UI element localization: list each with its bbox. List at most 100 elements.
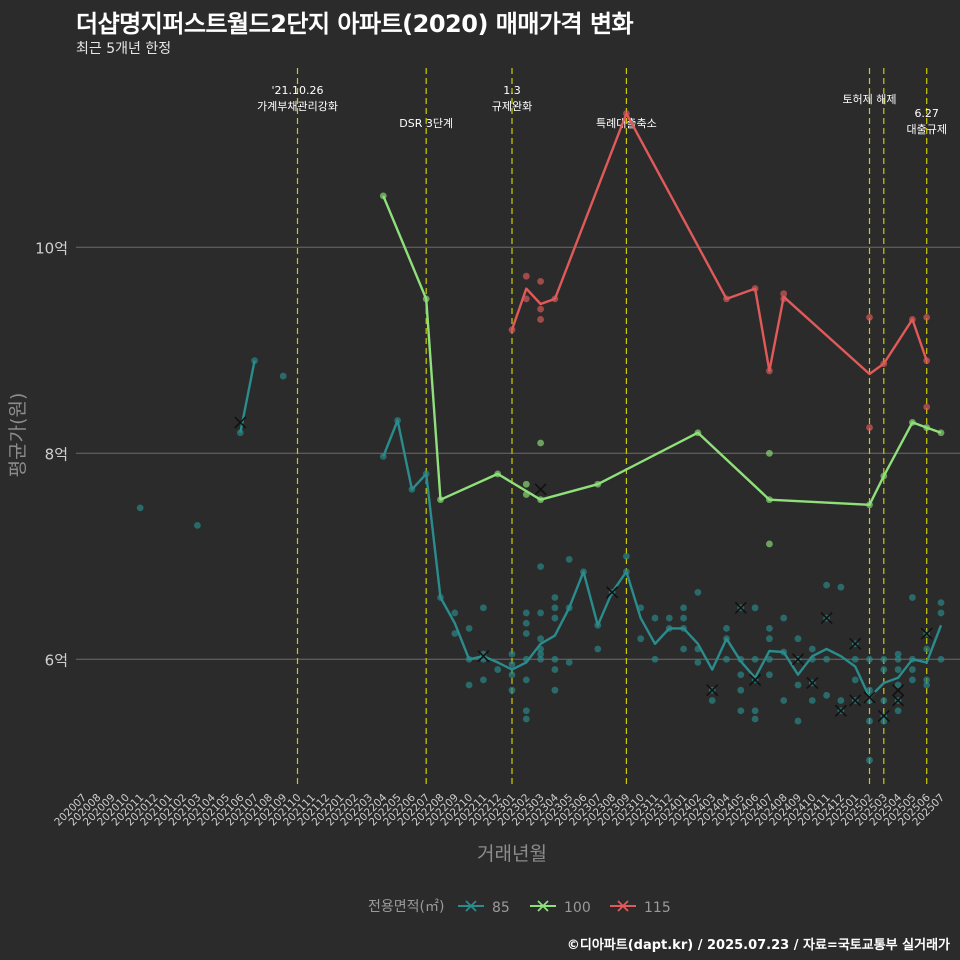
- cross-marker: [834, 704, 847, 717]
- data-point: [837, 583, 845, 591]
- y-tick-label: 6억: [45, 651, 68, 669]
- data-point: [537, 563, 544, 570]
- data-point: [551, 655, 559, 663]
- data-point: [665, 614, 673, 622]
- cross-marker: [877, 709, 890, 722]
- legend-item-115: 115: [610, 900, 671, 916]
- legend-label: 85: [492, 900, 510, 916]
- x-axis-title: 거래년월: [477, 843, 547, 865]
- series-line: [239, 360, 256, 433]
- cross-marker: [234, 416, 247, 429]
- event-label: 토허제 해제: [842, 92, 896, 106]
- data-point: [909, 594, 916, 601]
- legend: 전용면적(㎡) 85 100 115: [368, 899, 671, 916]
- data-point: [551, 594, 559, 601]
- data-point: [766, 671, 773, 679]
- data-point: [279, 372, 287, 380]
- cross-marker: [892, 684, 905, 697]
- legend-item-85: 85: [458, 900, 510, 916]
- data-point: [923, 681, 931, 689]
- cross-marker: [806, 676, 819, 690]
- data-point: [923, 645, 931, 653]
- data-point: [508, 686, 516, 694]
- data-point: [494, 666, 502, 673]
- data-point: [794, 717, 802, 725]
- data-point: [136, 504, 144, 512]
- data-point: [894, 650, 902, 658]
- data-point: [766, 624, 773, 632]
- data-point: [194, 522, 201, 529]
- data-point: [866, 313, 873, 321]
- series-85: [136, 357, 945, 764]
- event-label: 대출규제: [906, 123, 946, 136]
- data-point: [565, 555, 573, 563]
- data-point: [737, 686, 745, 694]
- y-tick-label: 10억: [35, 239, 68, 257]
- cross-marker: [849, 637, 862, 650]
- data-point: [909, 676, 916, 684]
- x-tick-labels: 2020072020082020092020102020112020122021…: [52, 791, 947, 828]
- series-115: [508, 110, 931, 431]
- data-point: [680, 614, 687, 622]
- cross-marker: [791, 653, 805, 666]
- data-point: [937, 655, 945, 663]
- data-point: [808, 697, 816, 704]
- data-point: [723, 655, 730, 663]
- data-point: [894, 666, 902, 673]
- cross-marker: [734, 601, 747, 614]
- data-point: [565, 658, 573, 666]
- data-point: [923, 313, 931, 321]
- event-label: 특례대출축소: [596, 117, 657, 130]
- data-point: [751, 655, 759, 663]
- data-point: [880, 666, 888, 673]
- data-point: [880, 655, 888, 663]
- data-point: [766, 635, 773, 643]
- data-point: [708, 697, 716, 704]
- data-point: [894, 681, 902, 689]
- data-point: [937, 599, 945, 607]
- data-point: [737, 707, 745, 715]
- data-point: [522, 272, 530, 280]
- data-point: [522, 295, 530, 303]
- data-point: [465, 681, 473, 689]
- series: [136, 110, 945, 764]
- data-point: [522, 630, 530, 637]
- data-point: [937, 609, 945, 617]
- legend-cross: [537, 900, 549, 912]
- data-point: [694, 588, 702, 596]
- data-point: [537, 635, 544, 643]
- data-point: [808, 645, 816, 653]
- series-line: [382, 419, 943, 699]
- series-line: [510, 112, 928, 376]
- event-label: 6.27: [914, 107, 939, 120]
- data-point: [923, 403, 931, 411]
- data-point: [694, 658, 702, 666]
- y-tick-labels: 6억 8억 10억: [35, 239, 68, 669]
- data-point: [680, 604, 687, 612]
- legend-title: 전용면적(㎡): [368, 899, 444, 915]
- data-point: [551, 686, 559, 694]
- cross-marker: [477, 650, 490, 663]
- data-point: [766, 540, 773, 548]
- cross-marker: [849, 694, 862, 707]
- data-point: [537, 305, 544, 313]
- cross-marker: [863, 691, 876, 704]
- data-point: [866, 717, 873, 725]
- cross-marker: [920, 627, 933, 640]
- cross-marker: [534, 483, 547, 496]
- data-point: [480, 676, 487, 684]
- data-point: [537, 609, 544, 617]
- data-point: [851, 655, 859, 663]
- data-point: [551, 614, 559, 622]
- data-point: [923, 676, 931, 684]
- data-point: [551, 604, 559, 612]
- data-point: [522, 715, 530, 723]
- data-point: [522, 609, 530, 617]
- event-label: '21.10.26: [271, 84, 323, 97]
- y-axis-title: 평균가(원): [7, 393, 29, 478]
- data-point: [880, 697, 888, 704]
- data-point: [851, 676, 859, 684]
- data-point: [780, 697, 788, 704]
- data-point: [508, 661, 516, 668]
